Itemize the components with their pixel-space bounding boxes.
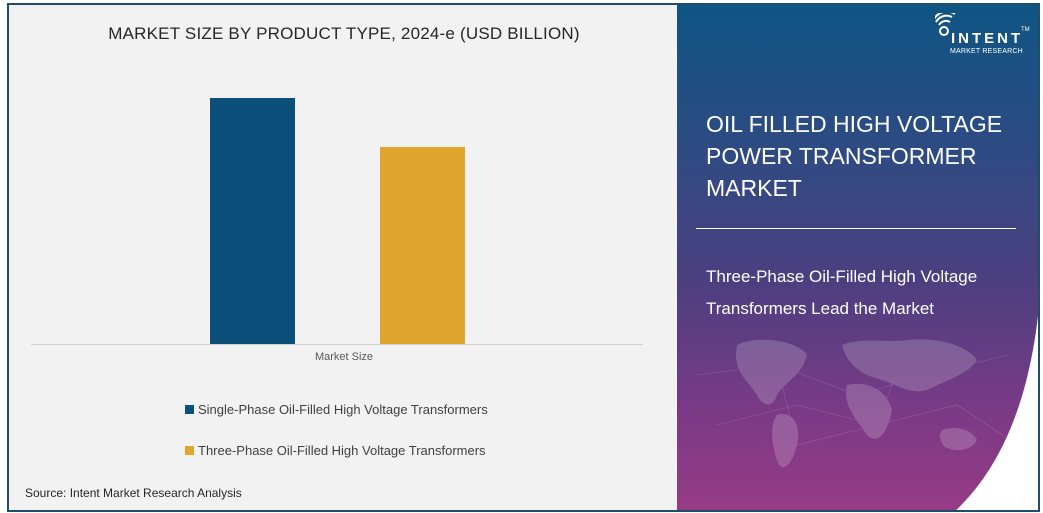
report-title: OIL FILLED HIGH VOLTAGE POWER TRANSFORME… bbox=[706, 111, 1003, 201]
legend: Single-Phase Oil-Filled High Voltage Tra… bbox=[185, 399, 488, 481]
title-panel: INTENT TM MARKET RESEARCH OIL FILLED HIG… bbox=[677, 5, 1038, 510]
infographic-frame: MARKET SIZE BY PRODUCT TYPE, 2024-e (USD… bbox=[7, 3, 1040, 512]
logo-trademark: TM bbox=[1021, 27, 1030, 33]
source-note: Source: Intent Market Research Analysis bbox=[25, 486, 242, 500]
plot-area bbox=[31, 65, 643, 345]
bar-three-phase bbox=[380, 147, 465, 344]
x-axis-line bbox=[31, 344, 643, 345]
key-finding: Three-Phase Oil-Filled High Voltage Tran… bbox=[706, 267, 978, 318]
legend-item-three-phase: Three-Phase Oil-Filled High Voltage Tran… bbox=[185, 440, 488, 460]
legend-label: Three-Phase Oil-Filled High Voltage Tran… bbox=[198, 442, 486, 458]
intent-logo: INTENT TM MARKET RESEARCH bbox=[933, 13, 1030, 63]
legend-swatch-icon bbox=[185, 404, 194, 414]
bar-single-phase bbox=[210, 98, 295, 344]
legend-item-single-phase: Single-Phase Oil-Filled High Voltage Tra… bbox=[185, 399, 488, 419]
logo-wordmark: INTENT bbox=[951, 30, 1024, 47]
chart-title: MARKET SIZE BY PRODUCT TYPE, 2024-e (USD… bbox=[108, 24, 580, 43]
logo-subtitle: MARKET RESEARCH bbox=[950, 48, 1023, 55]
legend-swatch-icon bbox=[185, 445, 194, 455]
legend-label: Single-Phase Oil-Filled High Voltage Tra… bbox=[198, 401, 488, 417]
x-axis-label: Market Size bbox=[314, 351, 374, 363]
title-divider bbox=[696, 228, 1016, 229]
signal-waves-icon bbox=[935, 13, 956, 36]
world-map-network-icon bbox=[696, 339, 1018, 468]
